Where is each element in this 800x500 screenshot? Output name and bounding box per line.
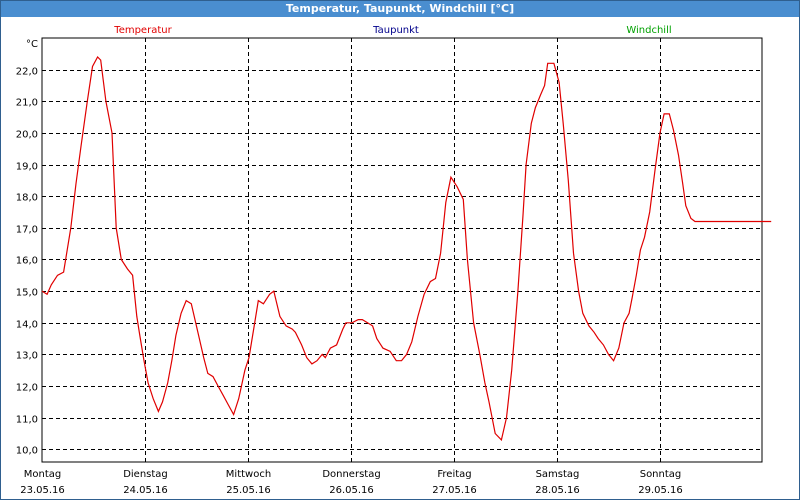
x-tick-day-label: Freitag [437, 469, 471, 480]
x-tick-date-label: 25.05.16 [226, 485, 271, 496]
y-tick-label: 20,0 [16, 130, 38, 141]
x-tick-date-label: 26.05.16 [329, 485, 374, 496]
x-tick-day-label: Samstag [536, 469, 580, 480]
y-tick-label: 15,0 [16, 288, 38, 299]
y-tick-label: 13,0 [16, 351, 38, 362]
y-tick-label: 22,0 [16, 67, 38, 78]
x-tick-date-label: 23.05.16 [20, 485, 65, 496]
x-tick-date-label: 27.05.16 [432, 485, 477, 496]
legend-label-3: Windchill [626, 25, 671, 36]
legend-label-1: Temperatur [113, 25, 172, 36]
y-tick-label: 12,0 [16, 383, 38, 394]
x-tick-day-label: Sonntag [640, 469, 682, 480]
y-tick-label: 17,0 [16, 225, 38, 236]
y-tick-label: 19,0 [16, 162, 38, 173]
chart-title: Temperatur, Taupunkt, Windchill [°C] [1, 1, 799, 17]
x-tick-date-label: 29.05.16 [638, 485, 683, 496]
temperature-series-line [41, 56, 772, 442]
x-tick-day-label: Donnerstag [322, 469, 380, 480]
x-tick-date-label: 28.05.16 [535, 485, 580, 496]
y-tick-label: 21,0 [16, 98, 38, 109]
x-tick-date-label: 24.05.16 [123, 485, 168, 496]
y-tick-label: 18,0 [16, 193, 38, 204]
y-tick-label: 10,0 [16, 446, 38, 457]
y-unit-label: °C [26, 39, 38, 50]
x-tick-day-label: Mittwoch [226, 469, 271, 480]
legend-label-2: Taupunkt [372, 25, 419, 36]
y-tick-label: 11,0 [16, 415, 38, 426]
y-tick-label: 14,0 [16, 320, 38, 331]
y-tick-label: 16,0 [16, 256, 38, 267]
x-tick-day-label: Dienstag [123, 469, 168, 480]
x-tick-day-label: Montag [24, 469, 61, 480]
plot-area-border [41, 37, 763, 463]
